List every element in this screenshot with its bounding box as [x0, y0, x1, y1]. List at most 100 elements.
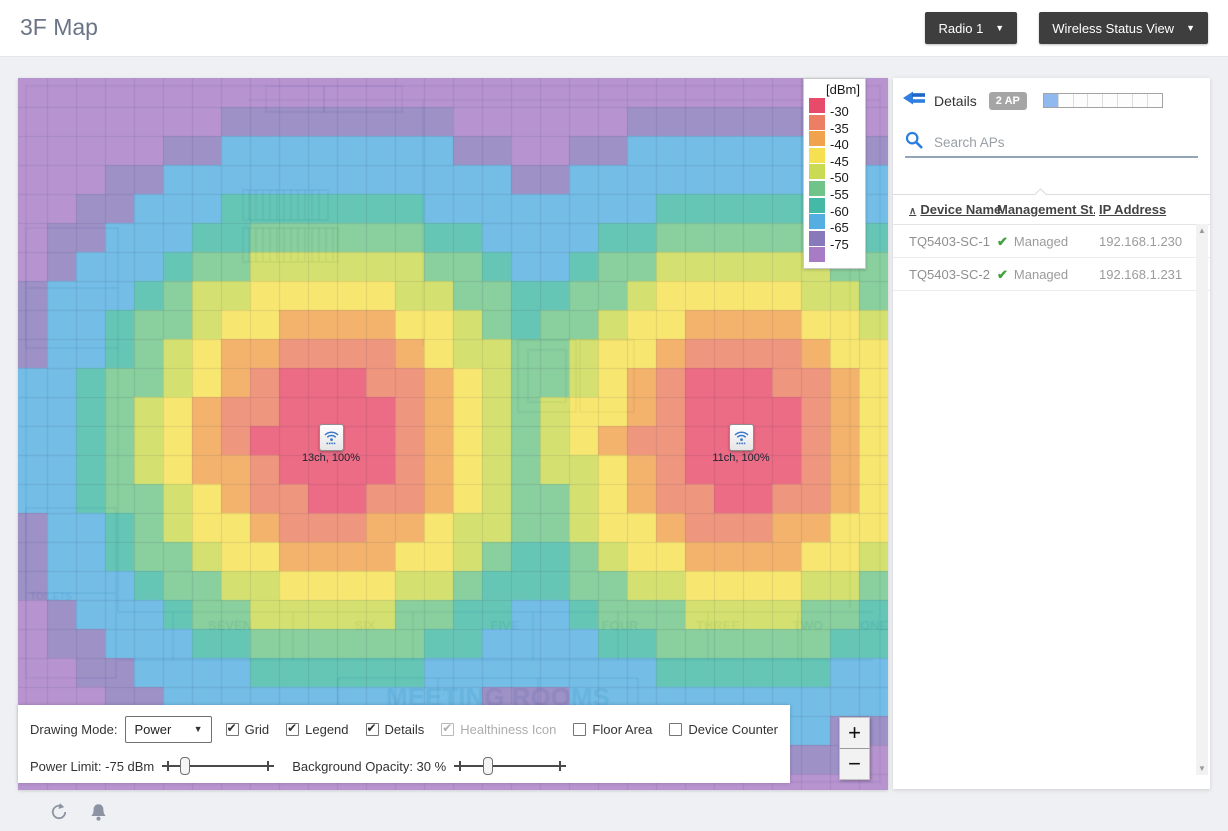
panel-scrollbar[interactable]: ▲ ▼ [1196, 224, 1208, 775]
power-limit-slider[interactable] [162, 757, 275, 775]
legend-value-label: -50 [830, 170, 849, 186]
search-placeholder: Search APs [934, 134, 1005, 150]
drawing-controls-bar: Drawing Mode: Power ▼ Grid Legend Details H… [18, 705, 790, 783]
managed-check-icon: ✔ [997, 267, 1008, 282]
checkbox-floor-area[interactable]: Floor Area [573, 722, 652, 737]
checkbox-legend[interactable]: Legend [286, 721, 349, 737]
capacity-meter [1042, 93, 1163, 108]
checkbox-details[interactable]: Details [365, 721, 425, 737]
checkbox-label: Legend [305, 721, 349, 737]
legend-color-swatch [809, 98, 825, 113]
checkbox-box[interactable] [225, 721, 239, 736]
view-select-button[interactable]: Wireless Status View ▼ [1039, 12, 1208, 44]
search-icon [905, 131, 923, 154]
details-title: Details [934, 92, 977, 109]
capacity-segment [1118, 94, 1134, 107]
ap-count-badge: 2 AP [988, 91, 1027, 110]
zoom-in-button[interactable]: + [839, 717, 870, 749]
wifi-ap-icon[interactable] [728, 424, 754, 451]
sort-asc-icon: ∧ [909, 206, 917, 217]
checkbox-box[interactable] [573, 722, 587, 736]
capacity-segment [1148, 94, 1162, 107]
legend-color-swatch [809, 147, 825, 163]
ap-marker[interactable]: 13ch, 100% [291, 424, 371, 464]
checkbox-box[interactable] [286, 721, 300, 736]
ap-table-body: TQ5403-SC-1 ✔ Managed 192.168.1.230 TQ5403-S… [893, 225, 1210, 291]
capacity-segment [1043, 94, 1059, 107]
legend-value-label: -65 [830, 220, 849, 236]
column-device-name[interactable]: ∧ Device Name [909, 202, 1002, 217]
checkbox-label: Details [384, 721, 425, 737]
ap-table-row[interactable]: TQ5403-SC-2 ✔ Managed 192.168.1.231 [893, 258, 1210, 291]
map-zoom-control: + − [839, 717, 870, 780]
legend-entry [809, 247, 860, 264]
scroll-down-icon[interactable]: ▼ [1198, 764, 1206, 773]
device-name-cell: TQ5403-SC-1 [909, 234, 990, 249]
managed-check-icon: ✔ [997, 234, 1008, 249]
background-opacity-slider[interactable] [454, 757, 567, 775]
checkbox-device-counter[interactable]: Device Counter [669, 722, 778, 737]
legend-color-swatch [809, 197, 825, 213]
legend-value-label: -45 [830, 153, 849, 169]
chevron-down-icon: ▼ [995, 23, 1005, 33]
capacity-segment [1103, 94, 1119, 107]
ap-table-row[interactable]: TQ5403-SC-1 ✔ Managed 192.168.1.230 [893, 225, 1210, 258]
legend-entry: -40 [809, 131, 860, 152]
checkbox-grid[interactable]: Grid [225, 721, 270, 737]
checkbox-label: Floor Area [592, 721, 653, 737]
checkbox-healthiness-icon: Healthiness Icon [441, 721, 556, 737]
column-ip-address[interactable]: IP Address [1099, 202, 1167, 217]
column-management-status[interactable]: Management St... [997, 202, 1095, 217]
scroll-up-icon[interactable]: ▲ [1198, 226, 1206, 235]
background-opacity-label: Background Opacity: 30 % [292, 758, 447, 774]
background-opacity-slider-thumb[interactable] [482, 757, 493, 775]
zoom-out-button[interactable]: − [839, 748, 870, 780]
legend-value-label: -60 [830, 203, 849, 219]
page-title: 3F Map [20, 14, 98, 40]
refresh-icon[interactable] [50, 803, 68, 827]
checkbox-label: Grid [244, 721, 270, 737]
legend-entry: -65 [809, 214, 860, 235]
checkbox-box[interactable] [669, 722, 683, 736]
legend-color-swatch [809, 230, 825, 246]
view-select-label: Wireless Status View [1052, 20, 1175, 36]
top-bar: 3F Map Radio 1 ▼ Wireless Status View ▼ [0, 0, 1228, 57]
legend-value-label: -40 [830, 137, 849, 153]
capacity-segment [1133, 94, 1148, 107]
drawing-mode-value: Power [134, 721, 172, 737]
device-name-cell: TQ5403-SC-2 [909, 267, 990, 282]
search-input[interactable]: Search APs [905, 128, 1198, 158]
legend-color-swatch [809, 180, 825, 196]
legend-entry: -75 [809, 230, 860, 252]
collapse-panel-icon[interactable] [903, 90, 926, 111]
radio-select-label: Radio 1 [938, 20, 984, 36]
ap-channel-label: 11ch, 100% [712, 452, 770, 464]
legend-value-label: -55 [830, 186, 849, 202]
checkbox-box[interactable] [365, 721, 379, 736]
legend-color-swatch [809, 247, 825, 263]
status-cell: ✔ Managed [997, 234, 1069, 249]
checkbox-box [441, 721, 455, 736]
drawing-mode-select[interactable]: Power ▼ [125, 715, 212, 743]
floor-map[interactable]: 13ch, 100% 11ch, 100% [dBm] -30 -35 -40 -45-… [18, 78, 888, 790]
power-limit-label: Power Limit: -75 dBm [30, 758, 155, 774]
legend-value-label: -30 [830, 104, 849, 119]
legend-color-swatch [809, 214, 825, 230]
ap-table-header: ∧ Device Name Management St... IP Address [893, 196, 1210, 225]
drawing-mode-label: Drawing Mode: [30, 721, 118, 737]
chevron-down-icon: ▼ [193, 724, 203, 734]
ap-marker[interactable]: 11ch, 100% [701, 424, 781, 464]
legend-title: [dBm] [826, 82, 860, 97]
notifications-bell-icon[interactable] [90, 803, 107, 827]
legend-color-swatch [809, 131, 825, 147]
legend-entry: -35 [809, 114, 860, 136]
capacity-segment [1088, 94, 1104, 107]
checkbox-label: Device Counter [688, 721, 778, 737]
status-cell: ✔ Managed [997, 267, 1069, 282]
chevron-down-icon: ▼ [1186, 23, 1195, 33]
radio-select-button[interactable]: Radio 1 ▼ [925, 12, 1018, 44]
wifi-ap-icon[interactable] [318, 424, 344, 451]
legend-value-label: -75 [830, 236, 849, 252]
legend-entry: -30 [809, 98, 860, 119]
power-limit-slider-thumb[interactable] [179, 757, 190, 775]
